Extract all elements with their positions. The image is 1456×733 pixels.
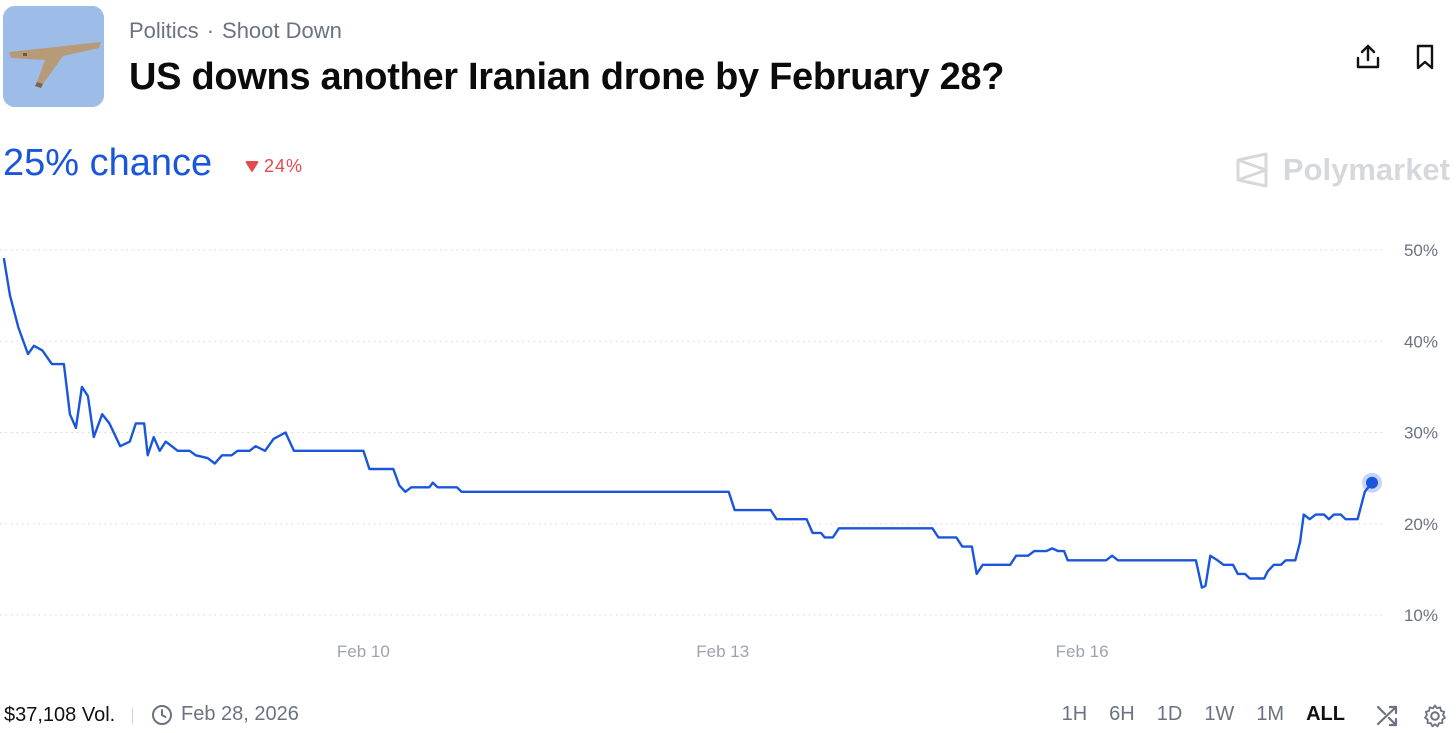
y-tick-label: 10% [1404,606,1438,625]
change-value: 24% [264,156,304,176]
breadcrumb-shoot-down[interactable]: Shoot Down [222,18,342,43]
volume-label: $37,108 Vol. [4,704,116,726]
market-title: US downs another Iranian drone by Februa… [129,56,1005,98]
x-tick-label: Feb 13 [696,642,749,661]
y-tick-label: 20% [1404,515,1438,534]
share-button[interactable] [1351,40,1385,74]
footer-bar: $37,108 Vol. Feb 28, 2026 1H 6H 1D 1W 1M ALL [0,700,1456,732]
breadcrumb: Politics · Shoot Down [129,18,342,44]
current-point [1366,476,1378,489]
x-axis-ticks: Feb 10 Feb 13 Feb 16 [337,642,1109,661]
end-date-text: Feb 28, 2026 [181,703,299,725]
chance-value: 25% chance [3,142,213,184]
y-tick-label: 50% [1404,241,1438,260]
range-1h[interactable]: 1H [1061,703,1088,725]
clock-icon [152,704,172,725]
brand-watermark: Polymarket [1235,152,1450,188]
bookmark-button[interactable] [1408,40,1442,74]
settings-button[interactable] [1421,702,1449,730]
gear-icon [1424,704,1446,728]
footer-divider [132,708,133,724]
bookmark-icon [1416,44,1434,70]
brand-name: Polymarket [1282,152,1450,187]
time-range-selector: 1H 6H 1D 1W 1M ALL [1051,703,1356,726]
range-6h[interactable]: 6H [1109,703,1135,725]
market-thumbnail[interactable] [3,6,104,107]
shuffle-icon [1376,705,1398,727]
price-chart[interactable]: 10% 20% 30% 40% 50% Feb 10 Feb 13 Feb 16 [0,220,1456,680]
range-all[interactable]: ALL [1306,703,1345,725]
x-tick-label: Feb 16 [1056,642,1109,661]
range-1d[interactable]: 1D [1156,703,1183,725]
change-indicator: 24% [245,156,303,177]
y-axis-ticks: 10% 20% 30% 40% 50% [1404,241,1438,625]
range-1w[interactable]: 1W [1204,703,1235,725]
current-price-marker [1362,472,1382,493]
price-line [2,257,1374,589]
range-1m[interactable]: 1M [1256,703,1285,725]
y-tick-label: 40% [1404,332,1438,351]
drone-icon [3,6,104,107]
breadcrumb-politics[interactable]: Politics [129,18,199,43]
caret-down-icon [245,160,259,172]
y-tick-label: 30% [1404,424,1438,443]
shuffle-button[interactable] [1374,702,1402,730]
end-date: Feb 28, 2026 [151,703,299,726]
polymarket-logo-icon [1236,152,1268,188]
breadcrumb-separator: · [206,18,215,43]
x-tick-label: Feb 10 [337,642,390,661]
share-icon [1356,44,1380,69]
